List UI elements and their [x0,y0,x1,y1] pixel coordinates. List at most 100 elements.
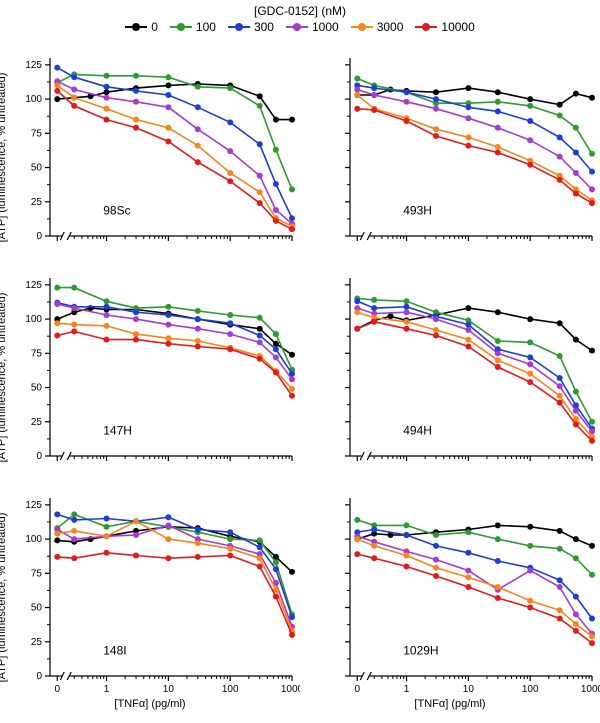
series-marker [371,92,377,98]
series-marker [557,577,563,583]
series-marker [104,304,110,310]
series-marker [573,389,579,395]
series-marker [495,584,501,590]
series-marker [557,154,563,160]
series-marker [257,189,263,195]
y-tick-label: 100 [25,534,42,545]
series-marker [289,352,295,358]
series-marker [433,327,439,333]
series-marker [557,616,563,622]
series-marker [354,76,360,82]
series-marker [495,309,501,315]
series-marker [195,344,201,350]
series-marker [573,150,579,156]
series-marker [133,99,139,105]
series-marker [527,137,533,143]
series-marker [257,537,263,543]
series-marker [289,569,295,575]
legend-item: 300 [228,20,274,34]
legend-title: [GDC-0152] (nM) [0,4,600,18]
series-marker [165,74,171,80]
series-marker [433,565,439,571]
series-marker [557,113,563,119]
series-marker [104,84,110,90]
y-tick-label: 75 [31,128,43,139]
series-marker [557,546,563,552]
series-marker [354,551,360,557]
series-marker [165,341,171,347]
legend-item: 0 [125,20,158,34]
y-axis-label: [ATP] (luminescence, % untreated) [0,374,8,386]
series-marker [289,393,295,399]
y-tick-label: 25 [31,197,43,208]
y-tick-label: 50 [31,163,43,174]
series-marker [433,133,439,139]
series-marker [354,87,360,93]
series-marker [257,315,263,321]
series-line [357,308,592,431]
series-marker [195,316,201,322]
series-marker [133,88,139,94]
series-marker [104,89,110,95]
series-marker [195,554,201,560]
series-marker [227,170,233,176]
panel-147H: [ATP] (luminescence, % untreated)0255075… [0,270,300,490]
series-marker [527,354,533,360]
series-marker [573,125,579,131]
series-marker [371,305,377,311]
series-marker [371,107,377,113]
series-marker [104,117,110,123]
x-tick-label: 1 [404,684,410,695]
series-marker [573,91,579,97]
legend: [GDC-0152] (nM) 01003001000300010000 [0,4,600,34]
series-marker [573,611,579,617]
series-marker [465,322,471,328]
series-marker [227,320,233,326]
series-marker [495,357,501,363]
series-marker [495,144,501,150]
series-marker [71,103,77,109]
series-marker [227,312,233,318]
series-marker [71,285,77,291]
series-marker [465,85,471,91]
series-marker [573,408,579,414]
series-marker [589,616,595,622]
series-marker [557,375,563,381]
series-marker [404,522,410,528]
series-marker [371,319,377,325]
y-tick-label: 0 [36,231,42,242]
series-marker [165,322,171,328]
legend-item: 1000 [286,20,339,34]
series-line [57,81,292,223]
series-marker [371,543,377,549]
x-tick-label: 0 [54,684,60,695]
series-marker [195,527,201,533]
series-marker [227,85,233,91]
series-marker [388,313,394,319]
legend-swatch [170,26,192,28]
panel-494H: 494H [300,270,600,490]
series-marker [465,143,471,149]
series-marker [227,529,233,535]
series-marker [165,92,171,98]
panel-svg: 493H [300,50,600,270]
series-marker [589,640,595,646]
panel-title: 493H [403,204,432,218]
series-marker [557,177,563,183]
series-marker [354,536,360,542]
y-tick-label: 100 [25,314,42,325]
series-marker [289,376,295,382]
series-marker [195,143,201,149]
series-marker [273,331,279,337]
series-marker [227,119,233,125]
series-marker [289,632,295,638]
series-marker [495,364,501,370]
legend-label: 0 [151,20,158,34]
series-marker [273,147,279,153]
legend-label: 100 [196,20,216,34]
series-marker [433,532,439,538]
panel-svg: 494H [300,270,600,490]
series-marker [573,536,579,542]
series-marker [404,326,410,332]
series-marker [71,555,77,561]
